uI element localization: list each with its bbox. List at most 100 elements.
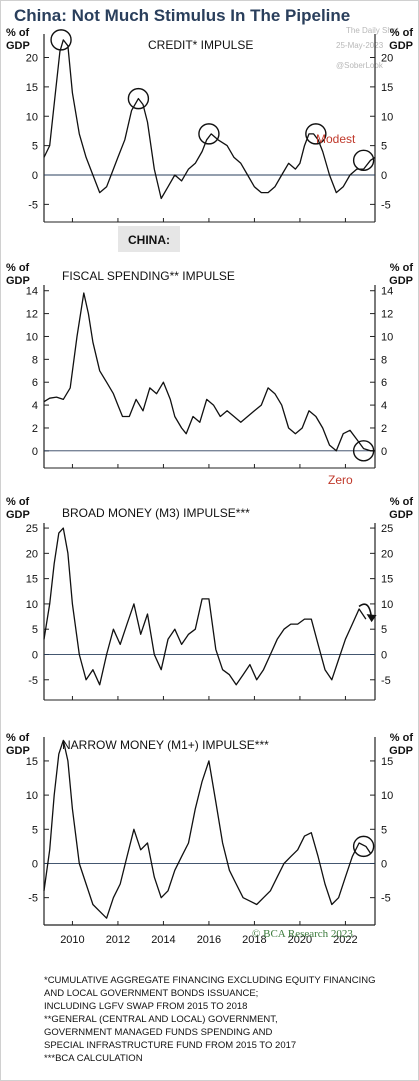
footnote-line: GOVERNMENT MANAGED FUNDS SPENDING AND [44, 1027, 273, 1038]
footnote-line: *CUMULATIVE AGGREGATE FINANCING EXCLUDIN… [44, 975, 376, 986]
y-tick-label: 5 [32, 624, 38, 636]
y-tick-label: 5 [381, 141, 387, 153]
y-tick-label: 10 [381, 599, 393, 611]
y-tick-label: 5 [32, 824, 38, 836]
y-tick-label: 4 [32, 400, 38, 412]
y-unit-label: % of [6, 27, 30, 39]
y-tick-label: 5 [381, 624, 387, 636]
y-tick-label: 20 [26, 53, 38, 65]
panel-title: NARROW MONEY (M1+) IMPULSE*** [62, 738, 269, 752]
series-line [43, 39, 376, 200]
x-tick-label: 2010 [60, 934, 84, 946]
y-unit-label: GDP [389, 509, 413, 521]
panel-title: BROAD MONEY (M3) IMPULSE*** [62, 506, 250, 520]
x-tick-label: 2014 [151, 934, 175, 946]
highlight-circle [352, 835, 375, 858]
highlight-circle [352, 440, 375, 462]
highlight-circle [127, 87, 150, 110]
y-tick-label: 12 [381, 309, 393, 321]
footnote-line: SPECIAL INFRASTRUCTURE FUND FROM 2015 TO… [44, 1040, 296, 1051]
series-line [43, 739, 372, 919]
y-tick-label: 15 [381, 574, 393, 586]
y-tick-label: -5 [28, 893, 38, 905]
y-tick-label: 8 [32, 354, 38, 366]
copyright: © BCA Research 2023 [252, 928, 353, 940]
chart-title: China: Not Much Stimulus In The Pipeline [14, 6, 350, 25]
y-tick-label: 15 [26, 756, 38, 768]
y-unit-label: % of [6, 732, 30, 744]
highlight-circle [198, 123, 220, 145]
y-tick-label: 5 [32, 141, 38, 153]
x-tick-label: 2022 [333, 934, 357, 946]
y-tick-label: 10 [381, 790, 393, 802]
highlight-circle [50, 29, 72, 51]
watermark-line3: @SoberLook [336, 61, 384, 70]
footnote-line: **GENERAL (CENTRAL AND LOCAL) GOVERNMENT… [44, 1014, 278, 1025]
y-tick-label: 0 [381, 858, 387, 870]
y-tick-label: 15 [381, 756, 393, 768]
y-tick-label: -5 [381, 893, 391, 905]
y-tick-label: 15 [26, 574, 38, 586]
y-tick-label: -5 [381, 199, 391, 211]
y-tick-label: 10 [26, 331, 38, 343]
panel-title: FISCAL SPENDING** IMPULSE [62, 269, 235, 283]
y-unit-label: % of [6, 496, 30, 508]
y-tick-label: 10 [26, 111, 38, 123]
y-tick-label: 2 [381, 423, 387, 435]
y-unit-label: % of [390, 496, 414, 508]
region-label: CHINA: [128, 233, 170, 247]
y-tick-label: 0 [32, 649, 38, 661]
x-tick-label: 2012 [106, 934, 130, 946]
y-tick-label: 6 [32, 377, 38, 389]
y-unit-label: GDP [389, 745, 413, 757]
panel-title: CREDIT* IMPULSE [148, 38, 253, 52]
y-unit-label: % of [390, 732, 414, 744]
y-unit-label: % of [390, 27, 414, 39]
y-tick-label: 10 [26, 599, 38, 611]
y-tick-label: 15 [381, 82, 393, 94]
y-tick-label: -5 [28, 199, 38, 211]
footnote-line: ***BCA CALCULATION [44, 1053, 143, 1064]
footnotes: *CUMULATIVE AGGREGATE FINANCING EXCLUDIN… [44, 975, 376, 1064]
y-tick-label: 12 [26, 309, 38, 321]
y-tick-label: 5 [381, 824, 387, 836]
y-tick-label: 20 [381, 53, 393, 65]
arrow-head [366, 614, 377, 623]
y-tick-label: 0 [32, 170, 38, 182]
y-tick-label: 10 [381, 331, 393, 343]
y-tick-label: 14 [26, 286, 38, 298]
y-tick-label: 15 [26, 82, 38, 94]
y-tick-label: 4 [381, 400, 387, 412]
y-tick-label: -5 [381, 675, 391, 687]
y-tick-label: 20 [381, 548, 393, 560]
y-unit-label: GDP [389, 275, 413, 287]
y-tick-label: 20 [26, 548, 38, 560]
series-line [43, 527, 367, 686]
x-tick-label: 2016 [197, 934, 221, 946]
y-unit-label: GDP [6, 40, 30, 52]
y-unit-label: GDP [389, 40, 413, 52]
y-tick-label: 0 [32, 858, 38, 870]
annotation-label: Modest [316, 132, 356, 146]
x-tick-label: 2020 [288, 934, 312, 946]
watermark-line2: 25-May-2023 [336, 41, 384, 50]
y-unit-label: GDP [6, 509, 30, 521]
y-tick-label: 0 [32, 446, 38, 458]
watermark-line1: The Daily Shot [346, 26, 399, 35]
region-label-box [118, 226, 180, 252]
y-unit-label: GDP [6, 745, 30, 757]
y-tick-label: 6 [381, 377, 387, 389]
footnote-line: AND LOCAL GOVERNMENT BONDS ISSUANCE; [44, 988, 258, 999]
y-unit-label: % of [390, 262, 414, 274]
y-tick-label: 14 [381, 286, 393, 298]
y-tick-label: 0 [381, 170, 387, 182]
highlight-circle [305, 123, 327, 145]
y-tick-label: 0 [381, 649, 387, 661]
y-tick-label: 10 [26, 790, 38, 802]
